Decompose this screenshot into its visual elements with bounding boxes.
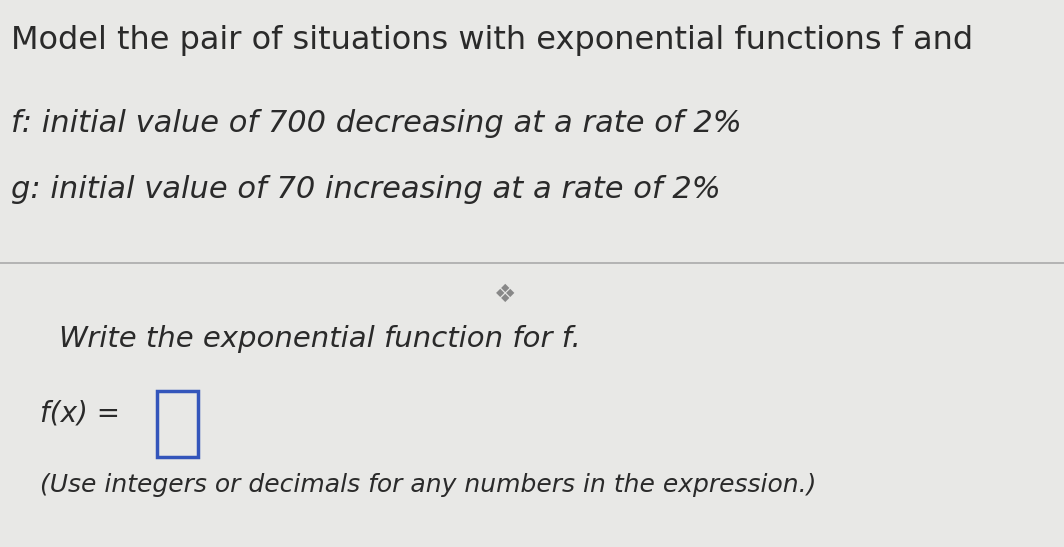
- Text: f(x) =: f(x) =: [40, 399, 120, 427]
- Text: ❖: ❖: [494, 283, 517, 307]
- Text: Model the pair of situations with exponential functions f and: Model the pair of situations with expone…: [11, 25, 972, 56]
- Text: (Use integers or decimals for any numbers in the expression.): (Use integers or decimals for any number…: [40, 473, 817, 497]
- FancyBboxPatch shape: [157, 391, 198, 457]
- Text: f: initial value of 700 decreasing at a rate of 2%: f: initial value of 700 decreasing at a …: [11, 109, 742, 138]
- Text: g: initial value of 70 increasing at a rate of 2%: g: initial value of 70 increasing at a r…: [11, 175, 720, 204]
- Text: Write the exponential function for f.: Write the exponential function for f.: [59, 325, 580, 353]
